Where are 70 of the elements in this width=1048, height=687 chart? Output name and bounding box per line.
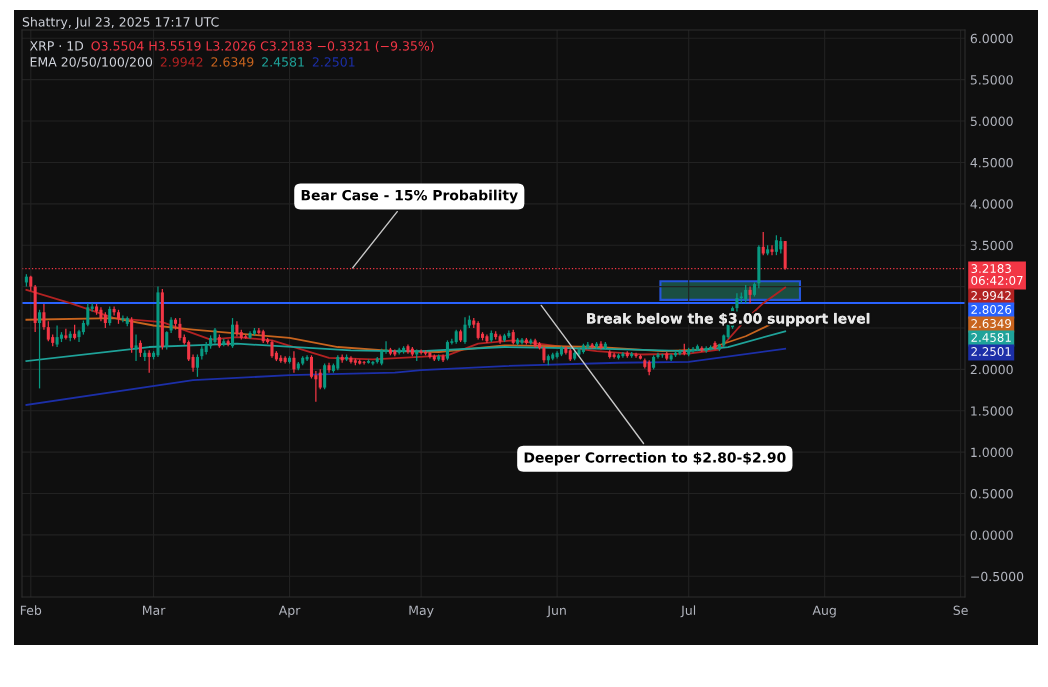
- candlestick: [231, 317, 235, 349]
- ref-line-label: 2.8026: [971, 305, 1012, 314]
- candlestick: [770, 244, 774, 256]
- candlestick: [147, 349, 151, 374]
- candlestick: [774, 234, 778, 256]
- candlestick: [445, 339, 449, 361]
- candlestick: [38, 309, 42, 390]
- candlestick: [476, 320, 480, 341]
- candlestick: [46, 320, 50, 342]
- candlestick: [178, 317, 182, 342]
- candlestick: [42, 303, 46, 331]
- text: 2.4581: [971, 333, 1011, 342]
- annotation: XRP · 1D: [29, 41, 84, 51]
- annotation: O3.5504 H3.5519 L3.2026 C3.2183 −0.3321 (−9.35%): [91, 40, 434, 53]
- x-tick-label: Aug: [812, 605, 836, 618]
- x-tick-label: Jul: [680, 605, 696, 618]
- candlestick: [64, 328, 68, 341]
- candlestick: [318, 368, 322, 390]
- annotation: EMA 20/50/100/200: [30, 57, 153, 68]
- candlestick: [55, 324, 59, 348]
- y-tick-label: 1.5000: [971, 406, 1013, 416]
- x-tick-label: Mar: [143, 605, 166, 616]
- candlestick: [121, 314, 125, 323]
- line-series: [25, 347, 787, 406]
- x-tick-label: Apr: [278, 605, 301, 618]
- candlestick: [112, 305, 116, 317]
- candlestick: [761, 231, 765, 256]
- candlestick: [520, 337, 524, 346]
- y-tick-label: 6.0000: [970, 33, 1013, 44]
- annotation: 2.2501: [312, 57, 355, 67]
- y-tick-label: 4.5000: [970, 157, 1013, 168]
- x-tick-label: May: [409, 605, 434, 618]
- text: 2.9942: [971, 291, 1011, 300]
- candlestick: [744, 284, 748, 304]
- text: Shattry, Jul 23, 2025 17:17 UTC: [22, 16, 219, 30]
- candlestick: [309, 354, 314, 380]
- y-tick-label: 0.0000: [970, 530, 1013, 540]
- ref-line-label: 3.2183 06:42:07: [971, 264, 1023, 285]
- y-tick-label: 5.0000: [970, 116, 1013, 126]
- annotation: Bear Case - 15% Probability: [301, 189, 518, 204]
- candlestick: [134, 333, 138, 362]
- y-tick-label: 5.5000: [970, 75, 1013, 85]
- candlestick: [195, 353, 199, 378]
- x-tick-label: Feb: [20, 605, 42, 616]
- candlestick: [507, 329, 511, 339]
- y-tick-label: 2.0000: [970, 364, 1013, 375]
- candlestick: [323, 362, 327, 390]
- candlestick: [108, 305, 112, 327]
- candlestick: [748, 285, 752, 304]
- candlestick: [463, 316, 467, 345]
- x-tick-label: Jun: [546, 605, 566, 618]
- annotation: 2.6349: [211, 57, 254, 67]
- y-tick-label: 3.5000: [970, 240, 1013, 251]
- y-tick-label: −0.5000: [971, 571, 1024, 582]
- y-tick-label: 4.0000: [970, 199, 1013, 209]
- candlestick: [599, 340, 603, 351]
- x-tick-label: Se: [953, 605, 968, 616]
- candlestick: [634, 352, 638, 359]
- candlestick: [362, 360, 366, 366]
- candlestick: [735, 292, 739, 313]
- text: 2.6349: [971, 319, 1012, 328]
- y-tick-label: 1.0000: [971, 447, 1013, 458]
- candlestick: [187, 339, 191, 362]
- text: 2.2501: [971, 347, 1011, 356]
- annotation: 2.9942: [160, 57, 203, 67]
- candlestick: [165, 330, 169, 351]
- y-tick-label: 0.5000: [970, 489, 1013, 499]
- candlestick: [292, 350, 296, 374]
- annotation: Deeper Correction to $2.80-$2.90: [524, 451, 786, 466]
- annotation: 2.4581: [262, 57, 304, 67]
